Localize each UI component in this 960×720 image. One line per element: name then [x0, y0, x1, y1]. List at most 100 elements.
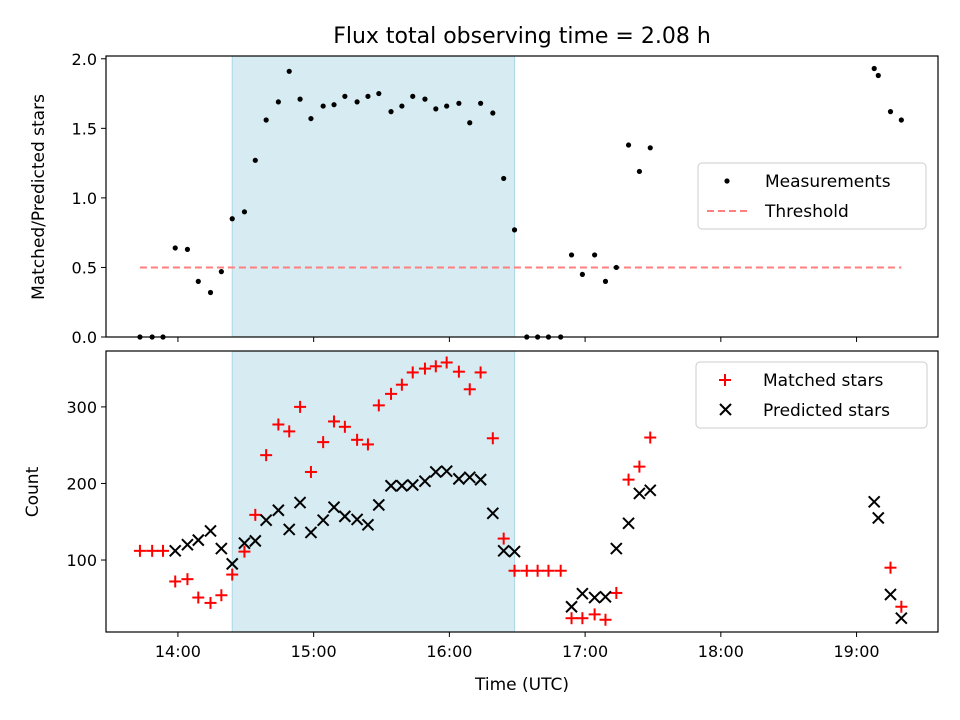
predicted-star-point	[599, 590, 612, 603]
measurement-point	[297, 96, 303, 102]
matched-star-point	[361, 438, 374, 451]
matched-star-point	[508, 564, 521, 577]
predicted-star-point	[372, 498, 386, 512]
measurement-point	[229, 216, 235, 222]
bottom-ytick-label: 300	[66, 398, 97, 417]
matched-star-point	[351, 433, 364, 446]
measurement-point	[218, 269, 224, 275]
measurement-point	[898, 117, 904, 123]
matched-legend-marker	[719, 374, 731, 386]
matched-star-point	[157, 544, 170, 557]
measurement-point	[207, 289, 214, 296]
matched-star-point	[181, 573, 194, 586]
stars-points	[133, 356, 908, 626]
predicted-star-point	[872, 511, 885, 525]
predicted-star-point	[508, 545, 521, 558]
predicted-star-point	[406, 478, 419, 492]
measurement-point	[172, 245, 178, 251]
predicted-legend-label: Predicted stars	[763, 401, 890, 421]
measurement-point	[871, 65, 877, 72]
predicted-star-point	[868, 495, 881, 509]
measurement-point	[501, 175, 507, 182]
predicted-star-point	[895, 612, 908, 625]
measurement-point	[478, 100, 484, 106]
measurement-point	[354, 99, 360, 105]
matched-star-point	[474, 366, 487, 379]
predicted-star-point	[283, 523, 296, 536]
top-axes-frame	[105, 55, 939, 338]
measurements-legend-marker	[724, 178, 730, 184]
predicted-star-point	[181, 538, 194, 551]
measurement-point	[422, 96, 428, 102]
matched-star-point	[406, 366, 419, 379]
bottom-ytick-label: 100	[66, 551, 97, 570]
matched-star-point	[146, 544, 159, 557]
matched-star-point	[192, 591, 205, 604]
predicted-star-point	[350, 513, 364, 526]
chart-title: Flux total observing time = 2.08 h	[333, 24, 711, 49]
measurements-legend-label: Measurements	[765, 172, 891, 192]
x-axis-ticks: 14:00 15:00 16:00 17:00 18:00 19:00	[155, 337, 880, 661]
matched-legend-label: Matched stars	[763, 371, 883, 391]
matched-star-point	[633, 460, 646, 473]
measurement-point	[647, 145, 653, 151]
measurement-point	[388, 109, 394, 115]
predicted-star-point	[610, 542, 623, 555]
measurement-point	[625, 142, 632, 148]
matched-star-point	[260, 449, 273, 462]
matched-star-point	[283, 425, 296, 438]
predicted-star-point	[474, 473, 487, 486]
predicted-star-point	[622, 517, 635, 530]
matched-star-point	[599, 613, 612, 626]
matched-star-point	[565, 612, 578, 625]
predicted-star-point	[588, 591, 601, 604]
predicted-star-point	[486, 507, 500, 520]
measurement-point	[887, 109, 894, 115]
top-ylabel: Matched/Predicted stars	[29, 94, 49, 300]
top-ytick-label: 1.5	[72, 119, 97, 138]
matched-star-point	[238, 545, 251, 558]
top-panel: 0.00.51.01.52.0 Matched/Predicted stars …	[29, 50, 939, 347]
matched-star-point	[385, 387, 398, 400]
matched-star-point	[452, 365, 465, 378]
predicted-star-point	[440, 465, 453, 478]
matched-star-point	[576, 612, 589, 625]
matched-star-point	[542, 564, 555, 577]
measurement-point	[511, 227, 518, 233]
matched-star-point	[418, 362, 431, 375]
predicted-star-point	[884, 588, 897, 601]
measurement-point	[308, 115, 314, 122]
measurement-point	[875, 72, 881, 79]
xtick-label: 17:00	[562, 642, 608, 661]
predicted-star-point	[395, 479, 409, 492]
measurement-point	[399, 103, 405, 109]
measurement-point	[286, 68, 292, 74]
predicted-star-point	[293, 496, 307, 509]
matched-star-point	[294, 400, 307, 413]
measurement-point	[592, 252, 598, 258]
predicted-star-point	[565, 600, 578, 613]
matched-star-point	[169, 575, 182, 588]
measurement-point	[579, 271, 585, 278]
predicted-star-point	[497, 544, 510, 558]
bottom-legend-box	[695, 361, 928, 429]
measurement-point	[568, 252, 575, 258]
matched-star-point	[644, 431, 657, 444]
matched-star-point	[622, 473, 635, 486]
observing-window-shade-bottom	[231, 350, 516, 633]
matched-star-point	[226, 568, 239, 581]
matched-star-point	[249, 508, 262, 521]
xtick-label: 19:00	[834, 642, 880, 661]
measurement-point	[602, 278, 609, 284]
matched-star-point	[610, 586, 623, 599]
matched-star-point	[328, 415, 341, 428]
measurement-point	[342, 93, 348, 99]
observing-window-shade-top	[231, 55, 516, 338]
measurement-point	[636, 168, 643, 175]
measurement-point	[252, 157, 258, 163]
matched-star-point	[497, 532, 510, 545]
predicted-star-point	[304, 526, 318, 539]
top-ytick-label: 0.5	[72, 258, 97, 277]
matched-star-point	[429, 360, 442, 373]
